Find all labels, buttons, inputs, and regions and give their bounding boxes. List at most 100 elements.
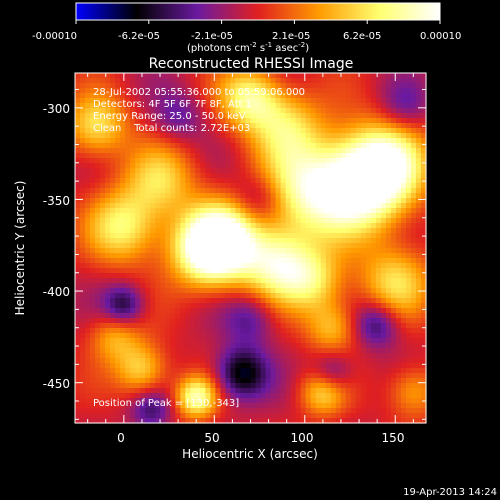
heatmap-cell (295, 248, 302, 254)
heatmap-cell (230, 408, 237, 414)
heatmap-cell (220, 163, 227, 169)
heatmap-cell (135, 198, 141, 204)
heatmap-cell (260, 373, 267, 379)
heatmap-cell (285, 253, 292, 259)
heatmap-cell (355, 193, 362, 199)
heatmap-cell (290, 338, 297, 344)
heatmap-cell (145, 303, 151, 309)
heatmap-cell (150, 293, 156, 299)
heatmap-cell (390, 213, 397, 219)
heatmap-cell (265, 393, 272, 399)
heatmap-cell (285, 303, 292, 309)
heatmap-cell (165, 358, 171, 364)
heatmap-cell (335, 143, 342, 149)
heatmap-cell (165, 88, 171, 94)
heatmap-cell (340, 93, 347, 99)
heatmap-cell (130, 208, 136, 214)
heatmap-cell (290, 183, 297, 189)
heatmap-cell (360, 153, 367, 159)
heatmap-cell (240, 78, 247, 84)
heatmap-cell (225, 73, 232, 79)
heatmap-cell (300, 218, 307, 224)
heatmap-cell (235, 238, 242, 244)
heatmap-cell (370, 223, 377, 229)
heatmap-cell (310, 328, 317, 334)
heatmap-cell (260, 413, 267, 419)
heatmap-cell (350, 163, 357, 169)
heatmap-cell (335, 273, 342, 279)
heatmap-cell (340, 143, 347, 149)
heatmap-cell (150, 373, 156, 379)
heatmap-cell (105, 208, 111, 214)
heatmap-cell (195, 143, 201, 149)
heatmap-cell (185, 183, 191, 189)
heatmap-cell (225, 208, 232, 214)
heatmap-cell (215, 198, 222, 204)
heatmap-cell (165, 353, 171, 359)
heatmap-cell (340, 133, 347, 139)
heatmap-cell (105, 338, 111, 344)
heatmap-cell (255, 98, 262, 104)
heatmap-cell (95, 348, 101, 354)
heatmap-cell (355, 368, 362, 374)
heatmap-cell (115, 398, 121, 404)
heatmap-cell (320, 278, 327, 284)
heatmap-cell (215, 268, 222, 274)
heatmap-cell (290, 263, 297, 269)
heatmap-cell (115, 133, 121, 139)
heatmap-cell (125, 93, 131, 99)
heatmap-cell (305, 233, 312, 239)
heatmap-cell (275, 198, 282, 204)
heatmap-cell (340, 198, 347, 204)
heatmap-cell (75, 103, 81, 109)
heatmap-cell (160, 228, 166, 234)
heatmap-cell (265, 333, 272, 339)
heatmap-cell (355, 163, 362, 169)
heatmap-cell (160, 193, 166, 199)
heatmap-cell (265, 78, 272, 84)
heatmap-cell (400, 283, 407, 289)
heatmap-cell (95, 318, 101, 324)
heatmap-cell (320, 83, 327, 89)
heatmap-cell (110, 178, 116, 184)
heatmap-cell (135, 378, 141, 384)
heatmap-cell (125, 393, 131, 399)
heatmap-cell (390, 173, 397, 179)
heatmap-cell (215, 78, 222, 84)
heatmap-cell (270, 393, 277, 399)
heatmap-cell (355, 93, 362, 99)
heatmap-cell (225, 108, 232, 114)
heatmap-cell (170, 163, 176, 169)
heatmap-cell (180, 143, 186, 149)
heatmap-cell (310, 163, 317, 169)
heatmap-cell (90, 373, 96, 379)
heatmap-cell (170, 278, 176, 284)
heatmap-cell (90, 178, 96, 184)
heatmap-cell (220, 243, 227, 249)
heatmap-cell (200, 358, 206, 364)
heatmap-cell (330, 303, 337, 309)
heatmap-cell (90, 248, 96, 254)
heatmap-cell (380, 333, 387, 339)
heatmap-cell (135, 153, 141, 159)
heatmap-cell (400, 253, 407, 259)
heatmap-cell (80, 403, 86, 409)
heatmap-cell (235, 158, 242, 164)
heatmap-cell (380, 233, 387, 239)
heatmap-cell (90, 233, 96, 239)
heatmap-cell (385, 93, 392, 99)
heatmap-cell (325, 118, 332, 124)
heatmap-cell (205, 253, 211, 259)
heatmap-cell (255, 73, 262, 79)
heatmap-cell (330, 258, 337, 264)
heatmap-cell (270, 73, 277, 79)
heatmap-cell (380, 98, 387, 104)
heatmap-cell (325, 313, 332, 319)
heatmap-cell (340, 238, 347, 244)
heatmap-cell (235, 118, 242, 124)
heatmap-cell (355, 148, 362, 154)
heatmap-cell (400, 323, 407, 329)
heatmap-cell (135, 343, 141, 349)
heatmap-cell (380, 343, 387, 349)
heatmap-cell (380, 403, 387, 409)
